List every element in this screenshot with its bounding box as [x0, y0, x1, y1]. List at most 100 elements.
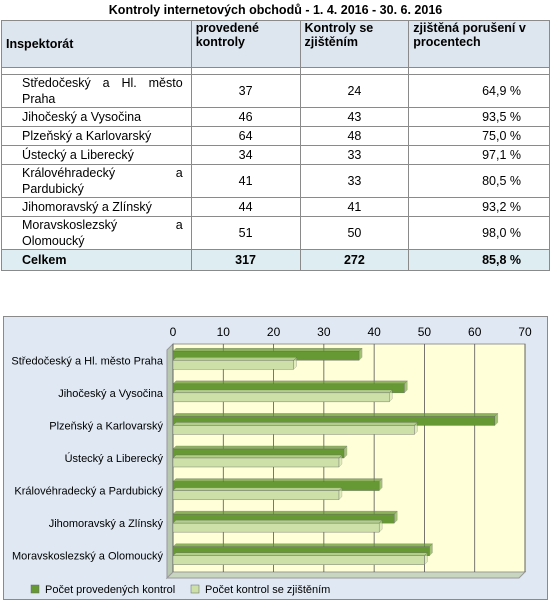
y-category-label: Středočeský a Hl. město Praha — [11, 355, 164, 367]
y-category-label: Plzeňský a Karlovarský — [49, 420, 163, 432]
bar-top — [172, 413, 499, 417]
table-total-row: Celkem 317 272 85,8 % — [1, 249, 550, 271]
legend-swatch — [30, 584, 40, 594]
bar-top — [172, 422, 418, 426]
cell-provedene: 46 — [190, 107, 301, 127]
legend: Počet provedených kontrol Počet kontrol s… — [30, 584, 330, 596]
bar-top — [172, 357, 298, 361]
bar-top — [172, 552, 428, 556]
header-procenta: zjištěná porušení v procentech — [408, 20, 550, 68]
cell-zjisteni: 24 — [299, 74, 410, 108]
cell-inspectorate: Jihočeský a Vysočina — [1, 107, 192, 127]
bar — [172, 519, 383, 533]
cell-procenta: 80,5 % — [408, 164, 550, 198]
bar-front — [172, 425, 415, 435]
total-zjisteni: 272 — [299, 249, 410, 271]
header-inspectorate: Inspektorát — [1, 20, 192, 68]
cell-procenta: 64,9 % — [408, 74, 550, 108]
cell-inspectorate: Plzeňský a Karlovarský — [1, 126, 192, 146]
x-tick-label: 0 — [170, 325, 177, 339]
table-row: Jihočeský a Vysočina 46 43 93,5 % — [1, 107, 550, 127]
bar-top — [172, 454, 343, 459]
bar — [172, 421, 418, 435]
chart-wall — [166, 342, 174, 580]
cell-procenta: 93,2 % — [408, 197, 550, 217]
cell-provedene: 34 — [190, 145, 301, 165]
table-row: Moravskoslezský a Olomoucký 51 50 98,0 % — [1, 216, 550, 250]
legend-label: Počet kontrol se zjištěním — [205, 584, 330, 596]
cell-zjisteni: 33 — [299, 164, 410, 198]
table-spacer-row — [1, 67, 550, 75]
cell-zjisteni: 41 — [299, 197, 410, 217]
bar-chart: 0 10 20 30 40 50 60 70 Středočeský a Hl. město P… — [3, 316, 548, 600]
cell-provedene: 41 — [190, 164, 301, 198]
bar-front — [172, 522, 380, 533]
bar-top — [172, 380, 408, 385]
bar-front — [172, 457, 340, 468]
legend-label: Počet provedených kontrol — [45, 584, 175, 596]
bar — [172, 487, 343, 501]
inspection-table: Inspektorát provedené kontroly Kontroly … — [1, 20, 550, 271]
cell-provedene: 64 — [190, 126, 301, 146]
inspection-table-section: Kontroly internetových obchodů - 1. 4. 2… — [0, 0, 551, 271]
table-row: Ústecký a Liberecký 34 33 97,1 % — [1, 145, 550, 165]
table-row: Jihomoravský a Zlínský 44 41 93,2 % — [1, 197, 550, 217]
bar-top — [172, 510, 398, 515]
cell-procenta: 75,0 % — [408, 126, 550, 146]
cell-provedene: 44 — [190, 197, 301, 217]
bar-front — [172, 360, 294, 370]
bar-top — [172, 348, 363, 352]
bar-front — [172, 490, 340, 500]
y-category-label: Jihomoravský a Zlínský — [49, 518, 164, 530]
total-label: Celkem — [1, 249, 192, 271]
header-zjisteni: Kontroly se zjištěním — [299, 20, 410, 68]
cell-procenta: 97,1 % — [408, 145, 550, 165]
table-caption: Kontroly internetových obchodů - 1. 4. 2… — [108, 3, 443, 17]
y-category-label: Jihočeský a Vysočina — [58, 388, 164, 400]
cell-inspectorate: Moravskoslezský a Olomoucký — [1, 216, 192, 250]
cell-zjisteni: 50 — [299, 216, 410, 250]
bar — [172, 347, 363, 361]
cell-inspectorate: Jihomoravský a Zlínský — [1, 197, 192, 217]
cell-zjisteni: 33 — [299, 145, 410, 165]
bar — [172, 356, 298, 370]
table-row: Plzeňský a Karlovarský 64 48 75,0 % — [1, 126, 550, 146]
x-tick-label: 60 — [468, 325, 482, 339]
cell-provedene: 51 — [190, 216, 301, 250]
bar — [172, 478, 383, 492]
bar — [172, 389, 393, 403]
cell-zjisteni: 48 — [299, 126, 410, 146]
cell-inspectorate: Středočeský a Hl. město Praha — [1, 74, 192, 108]
x-tick-label: 70 — [518, 325, 532, 339]
bar-top — [172, 389, 393, 394]
cell-procenta: 93,5 % — [408, 107, 550, 127]
x-tick-label: 40 — [367, 325, 381, 339]
table-row: Středočeský a Hl. město Praha 37 24 64,9… — [1, 74, 550, 108]
x-tick-label: 30 — [317, 325, 331, 339]
table-header-row: Inspektorát provedené kontroly Kontroly … — [1, 20, 550, 68]
bar-front — [172, 392, 390, 403]
legend-swatch — [190, 584, 200, 594]
chart-floor — [165, 571, 527, 579]
bar — [172, 552, 428, 566]
bar-top — [172, 478, 383, 482]
y-category-label: Moravskoslezský a Olomoucký — [12, 551, 163, 563]
total-provedene: 317 — [190, 249, 301, 271]
cell-provedene: 37 — [190, 74, 301, 108]
cell-procenta: 98,0 % — [408, 216, 550, 250]
y-category-label: Ústecký a Liberecký — [65, 452, 164, 465]
total-procenta: 85,8 % — [408, 249, 550, 271]
x-tick-label: 50 — [418, 325, 432, 339]
x-tick-label: 10 — [217, 325, 231, 339]
header-provedene: provedené kontroly — [190, 20, 301, 68]
bar-top — [172, 543, 433, 547]
table-row: Královéhradecký a Pardubický 41 33 80,5 … — [1, 164, 550, 198]
bar-front — [172, 555, 425, 565]
cell-inspectorate: Ústecký a Liberecký — [1, 145, 192, 165]
cell-zjisteni: 43 — [299, 107, 410, 127]
bar — [172, 445, 348, 459]
bar-top — [172, 445, 348, 450]
bar — [172, 412, 499, 426]
bar — [172, 454, 343, 468]
cell-inspectorate: Královéhradecký a Pardubický — [1, 164, 192, 198]
